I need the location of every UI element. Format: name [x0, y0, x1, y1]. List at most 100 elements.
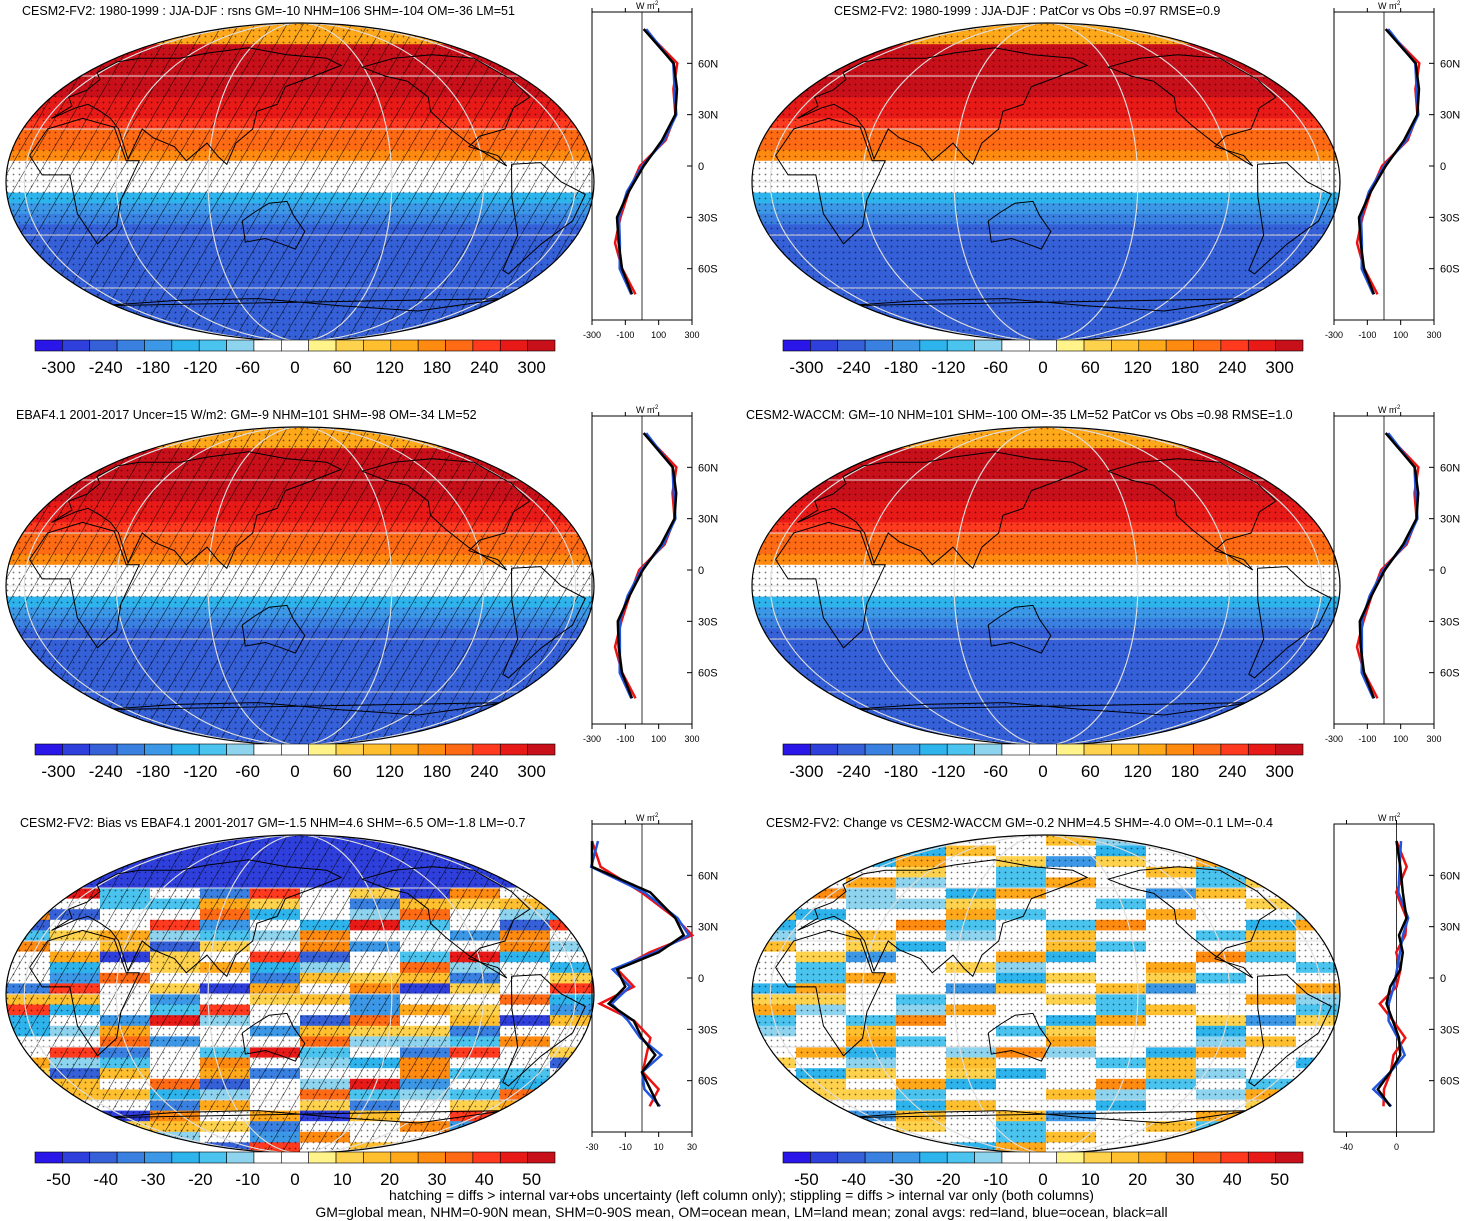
colorbar-box: [144, 743, 173, 756]
coastline: [29, 117, 140, 245]
panel-ebaf: EBAF4.1 2001-2017 Uncer=15 W/m2: GM=-9 N…: [0, 404, 740, 794]
colorbar-box: [335, 1151, 364, 1164]
map-cell: [752, 888, 797, 900]
colorbar-box: [837, 743, 866, 756]
zonal-line-land: [590, 840, 695, 1107]
colorbar-label: 10: [333, 1170, 352, 1189]
colorbar-box: [1275, 743, 1304, 756]
zonal-ytick-label: 60N: [698, 462, 718, 474]
map-cell: [150, 835, 201, 847]
colorbar-label: 60: [1081, 358, 1100, 377]
zonal-xtick-label: 30: [687, 1142, 697, 1152]
colorbar-box: [34, 339, 63, 352]
coastline: [361, 458, 531, 571]
colorbar-label: -240: [89, 762, 123, 781]
map-cell: [1146, 835, 1197, 847]
colorbar-box: [1193, 339, 1222, 352]
map-cell: [752, 1089, 797, 1101]
colorbar: -300 -240 -180 -120 -60 0 60 120 180 240 300: [34, 339, 556, 377]
colorbar-box: [527, 1151, 556, 1164]
map-cell: [500, 856, 551, 868]
zonal-ytick-label: 30S: [698, 212, 718, 224]
zonal-xtick-label: -10: [619, 1142, 632, 1152]
zonal-mean-plot: W m-2 -300 -100 100 300 60N 30N 0 30S 60S: [1325, 1, 1460, 340]
colorbar-box: [1056, 743, 1085, 756]
colorbar-box: [253, 339, 282, 352]
map: [751, 426, 1341, 746]
colorbar-box: [308, 743, 337, 756]
coastline: [775, 521, 886, 649]
graticule-lon: [207, 427, 393, 745]
zonal-unit-sup: -2: [653, 405, 659, 411]
zonal-xtick-label: -100: [1358, 734, 1376, 744]
map-cell: [450, 1131, 501, 1143]
graticule-lon: [115, 835, 485, 1153]
colorbar-label: -50: [46, 1170, 71, 1189]
colorbar-box: [116, 743, 145, 756]
colorbar-box: [919, 339, 948, 352]
colorbar-box: [1111, 339, 1140, 352]
zonal-unit-sup: -2: [653, 1, 659, 7]
colorbar: -50 -40 -30 -20 -10 0 10 20 30 40 50: [782, 1151, 1304, 1189]
colorbar-box: [1029, 1151, 1057, 1164]
colorbar-box: [1193, 743, 1222, 756]
coastline: [29, 929, 140, 1057]
zonal-ytick-label: 60S: [698, 264, 718, 276]
zonal-xtick-label: -300: [1325, 330, 1343, 340]
colorbar-box: [1083, 339, 1112, 352]
map-field: [6, 23, 594, 341]
footer-note: hatching = diffs > internal var+obs unce…: [0, 1187, 1483, 1221]
map-cell: [796, 866, 847, 878]
colorbar-label: -300: [41, 358, 75, 377]
colorbar-box: [837, 1151, 866, 1164]
graticule-lon: [953, 835, 1139, 1153]
colorbar-box: [1138, 743, 1167, 756]
zonal-unit: W m: [1378, 1, 1397, 11]
zonal-ytick-label: 0: [698, 161, 704, 173]
zonal-ytick-label: 30N: [698, 922, 718, 934]
zonal-ytick-label: 0: [1440, 565, 1446, 577]
coastline: [51, 451, 343, 570]
colorbar-label: -50: [794, 1170, 819, 1189]
colorbar-label: 240: [1218, 358, 1246, 377]
colorbar-label: -60: [983, 762, 1008, 781]
coastline: [797, 451, 1089, 570]
zonal-ytick-label: 30N: [1440, 110, 1460, 122]
map-cell: [500, 1131, 551, 1143]
panel-title: EBAF4.1 2001-2017 Uncer=15 W/m2: GM=-9 N…: [16, 408, 477, 422]
map: [5, 834, 595, 1154]
colorbar-box: [810, 743, 839, 756]
map-cell: [50, 835, 101, 847]
map-cell: [450, 835, 501, 847]
coastline: [241, 200, 306, 250]
zonal-ytick-label: 60S: [1440, 668, 1460, 680]
map-cell: [100, 1131, 151, 1143]
colorbar-box: [363, 339, 392, 352]
map-cell: [796, 845, 847, 857]
map-cell: [6, 877, 51, 889]
map-cell: [846, 845, 897, 857]
colorbar-label: -300: [789, 358, 823, 377]
zonal-xtick-label: 300: [684, 734, 699, 744]
colorbar-box: [226, 339, 255, 352]
colorbar-label: 0: [1038, 762, 1047, 781]
zonal-xtick-label: 100: [651, 330, 666, 340]
panel-title: CESM2-FV2: 1980-1999 : JJA-DJF : PatCor …: [834, 4, 1221, 18]
colorbar: -50 -40 -30 -20 -10 0 10 20 30 40 50: [34, 1151, 556, 1189]
colorbar-label: -180: [884, 358, 918, 377]
coastline: [1107, 458, 1277, 571]
coastline: [987, 200, 1052, 250]
graticule-lon: [769, 835, 1323, 1153]
colorbar-box: [1001, 743, 1030, 756]
colorbar-label: 40: [475, 1170, 494, 1189]
colorbar-box: [62, 1151, 91, 1164]
colorbar-box: [946, 1151, 975, 1164]
zonal-ytick-label: 30S: [1440, 1024, 1460, 1036]
map-cell: [6, 888, 51, 900]
zonal-ytick-label: 30S: [1440, 616, 1460, 628]
colorbar-box: [892, 339, 921, 352]
colorbar-label: 0: [290, 358, 299, 377]
map-cell: [796, 856, 847, 868]
zonal-line-all: [616, 432, 678, 699]
zonal-ytick-label: 60S: [698, 1076, 718, 1088]
